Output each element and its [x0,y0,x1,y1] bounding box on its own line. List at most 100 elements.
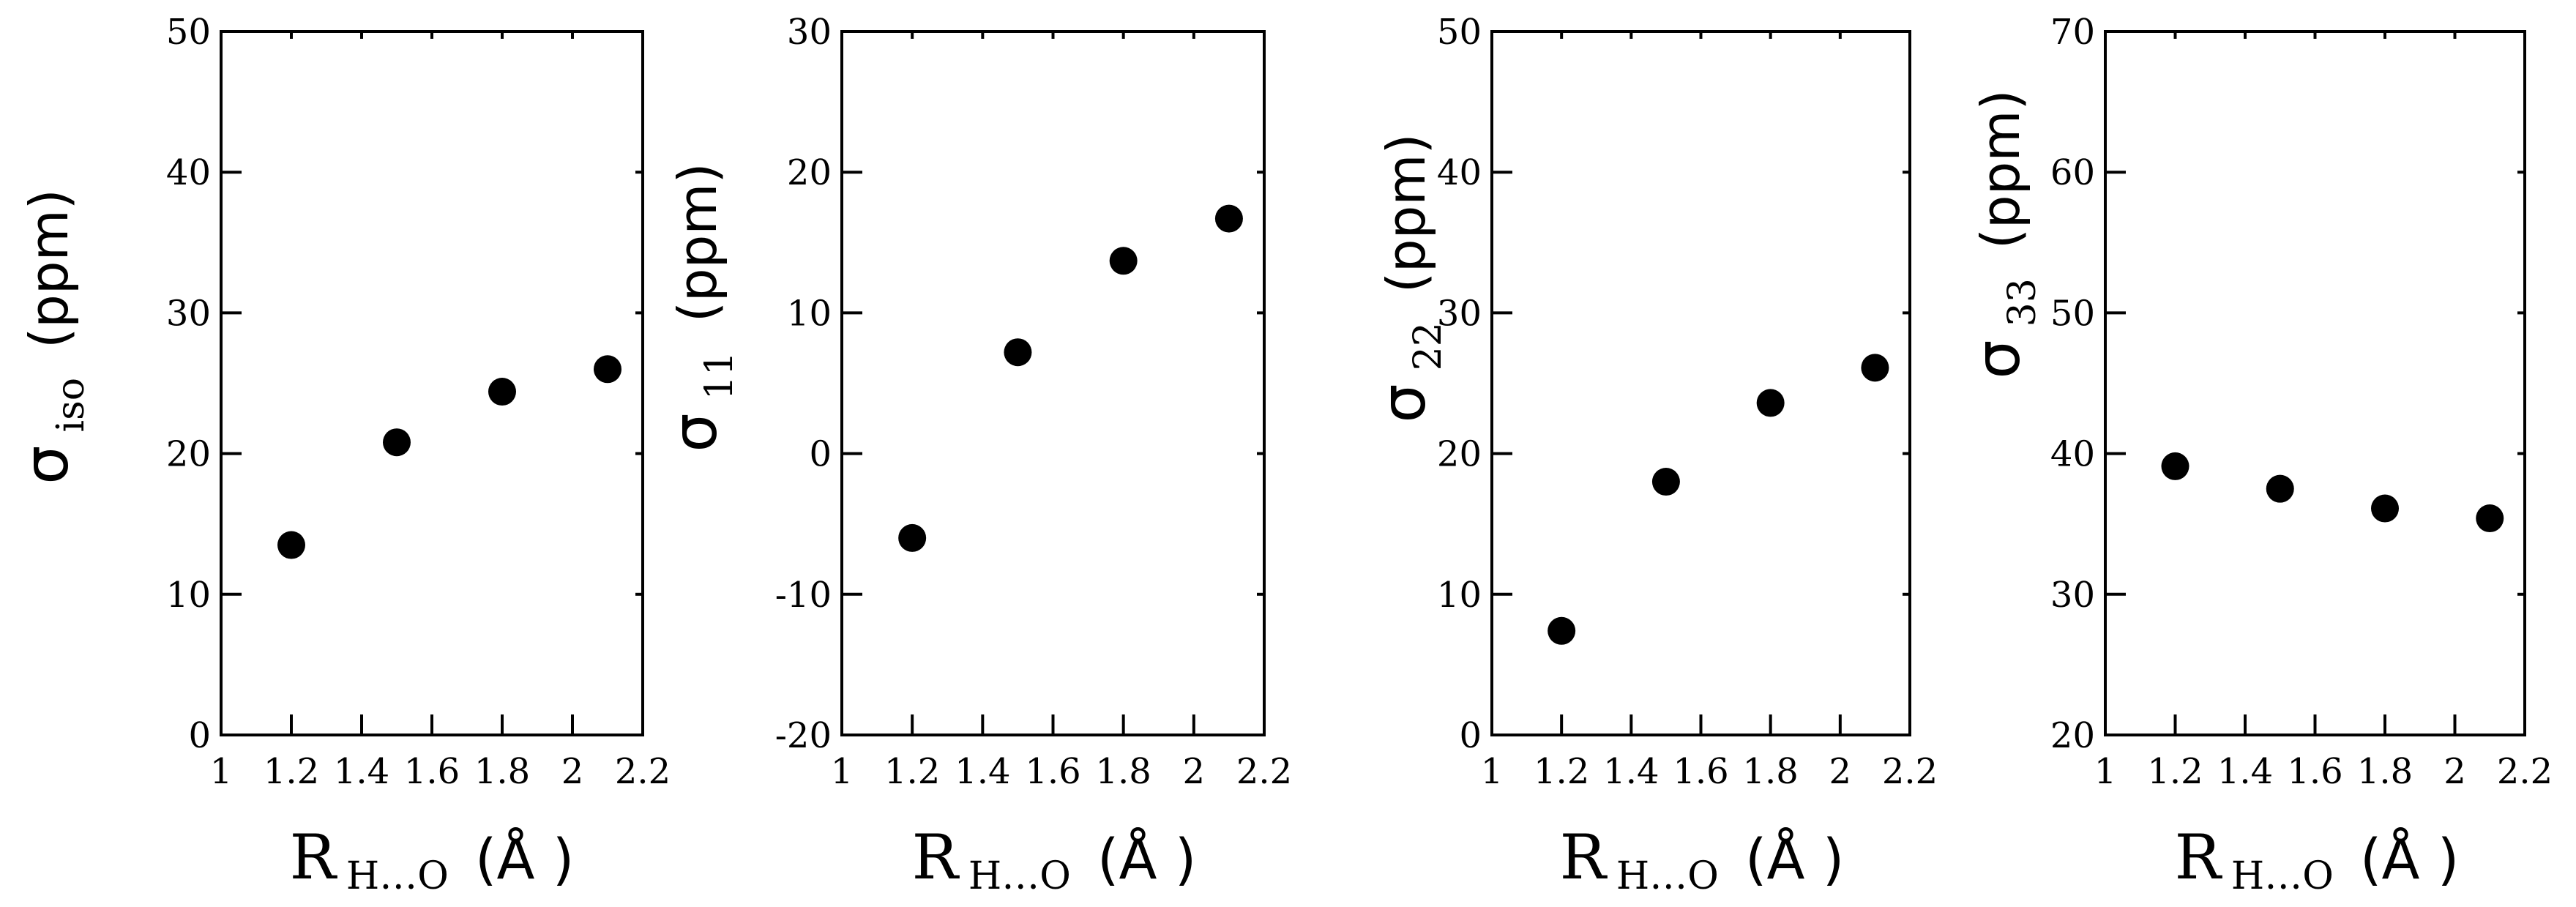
x-axis-subscript: H…O [1616,854,1719,898]
x-axis-symbol: R [2175,821,2223,893]
plot-frame [220,30,644,736]
x-axis-subscript: H…O [968,854,1071,898]
y-axis-subscript: 11 [698,351,742,400]
x-tick-label: 1 [831,751,854,792]
data-point [2476,504,2504,533]
y-tick-label: 10 [166,575,211,616]
y-axis-subscript: 33 [2001,278,2045,326]
y-tick-label: 10 [787,293,832,334]
chart-panel-4: 1 1.2 1.4 1.6 1.8 2 2.2 20 30 40 50 60 70 σ 33 (ppm) R H…… [1962,12,2553,898]
y-tick-label: 40 [1437,152,1482,193]
y-tick-label: 50 [166,12,211,53]
x-tick-label: 1.2 [884,751,940,792]
x-axis-label: R H…O (Å ) [1560,821,1845,898]
y-axis-label: σ 11 (ppm) [659,163,742,452]
y-tick-label: 20 [2050,715,2095,756]
y-axis-label: σ iso (ppm) [10,189,93,485]
chart-panel-3: 1 1.2 1.4 1.6 1.8 2 2.2 0 10 20 30 40 50 σ 22 (ppm) R H…O… [1367,12,1938,898]
x-tick-label: 1.4 [2217,751,2273,792]
x-tick-label: 2.2 [1236,751,1292,792]
x-axis-subscript: H…O [2231,854,2334,898]
y-tick-label: 40 [2050,434,2095,475]
data-point [1756,389,1785,417]
x-tick-label: 2 [1183,751,1206,792]
data-point [1214,204,1243,233]
y-tick-label: 10 [1437,575,1482,616]
x-tick-label: 1 [2094,751,2117,792]
x-axis-label: R H…O (Å ) [2175,821,2460,898]
data-point [898,523,927,552]
y-axis-subscript: iso [49,378,93,433]
x-axis-label: R H…O (Å ) [912,821,1197,898]
x-axis-symbol: R [912,821,960,893]
data-point [2266,474,2294,503]
y-axis-unit: (ppm) [1375,133,1437,293]
x-axis-label: R H…O (Å ) [290,821,575,898]
x-tick-label: 2 [2444,751,2466,792]
x-axis-subscript: H…O [346,854,449,898]
y-tick-label: 20 [166,434,211,475]
y-axis-unit: (ppm) [1970,89,2031,249]
y-tick-label: 70 [2050,12,2095,53]
x-tick-label: 1.2 [264,751,319,792]
y-axis-symbol: σ [1962,340,2034,378]
plot-frame [2104,30,2526,736]
y-axis-unit: (ppm) [667,163,728,322]
data-point [488,378,516,406]
y-axis-unit: (ppm) [18,189,80,348]
y-tick-label: 0 [188,715,211,756]
y-tick-label: 50 [2050,293,2095,334]
x-tick-label: 1.6 [1025,751,1080,792]
x-tick-label: 2.2 [2497,751,2553,792]
x-tick-label: 1.6 [2287,751,2342,792]
y-axis-label: σ 22 (ppm) [1367,133,1450,422]
data-point [594,355,621,384]
x-tick-label: 1.8 [474,751,530,792]
y-axis-symbol: σ [659,413,731,452]
y-tick-label: 20 [1437,434,1482,475]
y-tick-label: 60 [2050,152,2095,193]
y-tick-label: 40 [166,152,211,193]
data-point [1004,338,1032,367]
x-tick-label: 1 [210,751,233,792]
y-tick-label: 30 [166,293,211,334]
x-tick-label: 1.4 [955,751,1010,792]
x-axis-symbol: R [1560,821,1608,893]
y-axis-label: σ 33 (ppm) [1962,89,2045,378]
y-tick-label: -20 [775,715,832,756]
chart-panel-2: 1 1.2 1.4 1.6 1.8 2 2.2 -20 -10 0 10 20 30 σ 11 (ppm) R H… [659,12,1292,898]
x-tick-label: 2.2 [1882,751,1938,792]
x-tick-label: 2 [561,751,584,792]
chart-panel-1: 1 1.2 1.4 1.6 1.8 2 2.2 0 10 20 30 40 50 σ iso (ppm) R H…… [10,12,671,898]
plot-frame [840,30,1266,736]
data-point [1861,354,1889,382]
x-tick-label: 1.8 [2357,751,2413,792]
data-point [1548,616,1576,645]
x-axis-symbol: R [290,821,338,893]
data-point [277,531,305,559]
x-axis-unit: (Å ) [1097,826,1196,892]
x-tick-label: 1 [1481,751,1504,792]
x-tick-label: 1.4 [1603,751,1659,792]
data-point [383,428,411,457]
y-tick-label: 30 [1437,293,1482,334]
x-tick-label: 1.8 [1742,751,1798,792]
y-tick-label: 20 [787,152,832,193]
y-tick-label: 30 [787,12,832,53]
y-axis-symbol: σ [10,446,82,485]
x-tick-label: 2 [1829,751,1852,792]
y-tick-label: 0 [1459,715,1482,756]
y-tick-label: -10 [775,575,832,616]
data-point [2161,452,2189,480]
y-axis-subscript: 22 [1406,322,1450,370]
x-tick-label: 1.8 [1095,751,1151,792]
x-tick-label: 2.2 [615,751,671,792]
x-axis-unit: (Å ) [475,826,574,892]
x-tick-label: 1.6 [404,751,460,792]
y-tick-label: 0 [809,434,832,475]
data-point [1651,468,1680,496]
x-tick-label: 1.2 [2147,751,2203,792]
y-axis-symbol: σ [1367,384,1439,422]
y-tick-label: 50 [1437,12,1482,53]
